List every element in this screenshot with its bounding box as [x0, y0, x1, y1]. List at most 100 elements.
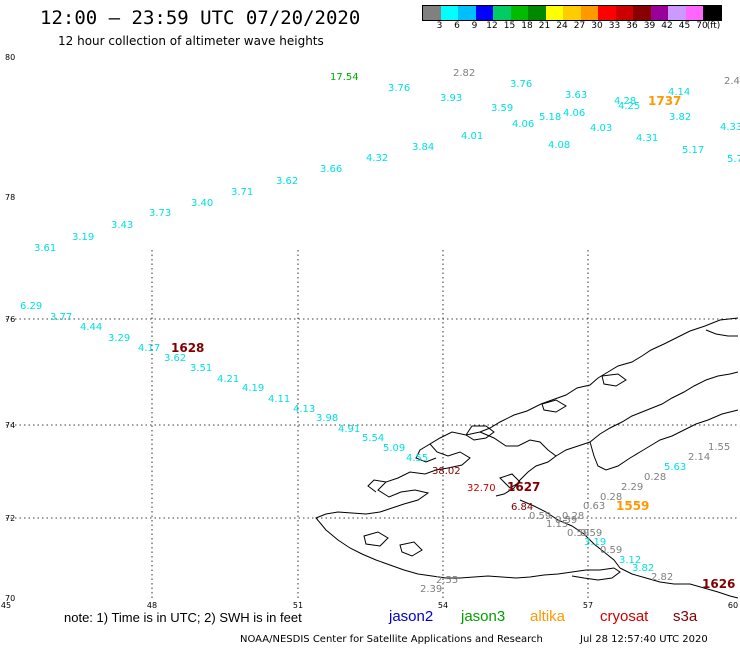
satellite-pass-time: 1559: [616, 499, 649, 513]
coastline-island-4: [363, 531, 389, 547]
colorbar-swatch: [703, 6, 721, 20]
wave-height-value: 4.19: [242, 383, 264, 394]
wave-height-value: 3.43: [111, 220, 133, 231]
colorbar-swatch: [510, 6, 528, 20]
wave-height-value: 1.55: [708, 442, 730, 453]
wave-height-value: 17.54: [330, 72, 359, 83]
colorbar-swatch: [598, 6, 616, 20]
coastline-south-2: [619, 567, 739, 599]
colorbar-swatch: [650, 6, 668, 20]
colorbar-swatch: [528, 6, 546, 20]
coastline-island-2: [601, 373, 627, 387]
wave-height-value: 0.59: [600, 545, 622, 556]
wave-height-value: 5.18: [539, 112, 561, 123]
wave-height-value: 4.33: [720, 122, 740, 133]
wave-height-value: 3.61: [34, 243, 56, 254]
wave-height-value: 4.06: [563, 108, 585, 119]
lat-label: 76: [5, 315, 15, 324]
timestamp: Jul 28 12:57:40 UTC 2020: [580, 634, 708, 645]
wave-height-value: 6.29: [20, 301, 42, 312]
colorbar-label: 36: [626, 21, 638, 31]
coastline-island-5: [399, 541, 423, 557]
wave-height-value: 3.62: [164, 353, 186, 364]
wave-height-value: 0.59: [567, 528, 589, 539]
wave-height-value: 0.28: [644, 472, 666, 483]
colorbar-label: 27: [573, 21, 586, 31]
wave-height-value: 3.59: [491, 103, 513, 114]
colorbar-label: 30: [591, 21, 603, 31]
greenland-coastline: [315, 317, 739, 599]
wave-height-value: 1.15: [546, 519, 568, 530]
colorbar-swatch: [668, 6, 686, 20]
wave-height-value: 2.55: [436, 575, 458, 586]
wave-height-value: 2.82: [453, 68, 475, 79]
legend-jason3: jason3: [461, 608, 506, 625]
coastline-main: [315, 317, 739, 579]
wave-height-value: 0.28: [562, 511, 584, 522]
colorbar-label: 18: [521, 21, 533, 31]
wave-height-value: 4.08: [548, 140, 570, 151]
map-subtitle: 12 hour collection of altimeter wave hei…: [58, 34, 324, 48]
lon-label: 57: [583, 601, 593, 610]
lon-label: 51: [293, 601, 303, 610]
satellite-pass-time: 1628: [171, 341, 204, 355]
wave-height-value: 4.06: [512, 119, 534, 130]
wave-height-value: 3.76: [510, 79, 532, 90]
colorbar-label: 3: [436, 21, 443, 31]
colorbar-label: 42: [661, 21, 673, 31]
wave-height-value: 2.14: [688, 452, 710, 463]
wave-height-value: 5.7: [727, 154, 740, 165]
wave-height-value: 2.82: [651, 572, 673, 583]
lat-label: 74: [5, 421, 15, 430]
wave-height-value: 4.03: [590, 123, 612, 134]
wave-height-value: 3.98: [316, 413, 338, 424]
wave-height-value: 5.63: [664, 462, 686, 473]
coastline-island-6: [499, 473, 521, 489]
map-title: 12:00 — 23:59 UTC 07/20/2020: [40, 7, 361, 29]
wave-height-value: 4.11: [268, 394, 290, 405]
colorbar-swatch: [440, 6, 458, 20]
colorbar-label: (ft): [706, 21, 721, 31]
wave-height-value: 3.82: [669, 112, 691, 123]
wave-height-value: 4.01: [461, 131, 483, 142]
wave-height-value: 3.76: [388, 83, 410, 94]
colorbar-swatch: [633, 6, 651, 20]
coastline-south-3: [571, 567, 621, 581]
satellite-pass-time: 1737: [648, 94, 681, 108]
wave-height-value: 3.63: [565, 90, 587, 101]
coastline-inlet-3: [589, 409, 739, 471]
wave-height-value: 0.28: [600, 492, 622, 503]
lon-label: 54: [438, 601, 448, 610]
lat-label: 72: [5, 514, 15, 523]
wave-height-value: 3.73: [149, 208, 171, 219]
lat-label: 80: [5, 53, 15, 62]
wave-height-value: 0.59: [580, 528, 602, 539]
lon-label: 60: [728, 601, 738, 610]
colorbar-swatch: [475, 6, 493, 20]
wave-height-value: 2.29: [621, 482, 643, 493]
colorbar-label: 70: [696, 21, 708, 31]
colorbar-label: 15: [503, 21, 516, 31]
wave-height-value: 0.59: [529, 511, 551, 522]
wave-height-value: 6.84: [511, 502, 533, 513]
lat-label: 78: [5, 193, 15, 202]
colorbar-label: 33: [608, 21, 621, 31]
wave-height-value: 38.02: [432, 466, 461, 477]
note-text: note: 1) Time is in UTC; 2) SWH is in fe…: [64, 610, 302, 625]
wave-height-value: 3.12: [619, 555, 641, 566]
colorbar-label: 21: [538, 21, 551, 31]
colorbar-swatch: [615, 6, 633, 20]
wave-height-value: 2.4: [724, 76, 740, 87]
wave-height-value: 4.44: [80, 322, 102, 333]
legend-altika: altika: [530, 608, 566, 625]
colorbar-swatch: [423, 6, 441, 20]
wave-height-value: 3.19: [72, 232, 94, 243]
colorbar-swatch: [458, 6, 476, 20]
colorbar-swatch: [685, 6, 703, 20]
lat-label: 70: [5, 594, 15, 603]
wave-height-value: 3.93: [440, 93, 462, 104]
wave-height-value: 4.32: [366, 153, 388, 164]
colorbar-swatch: [563, 6, 581, 20]
